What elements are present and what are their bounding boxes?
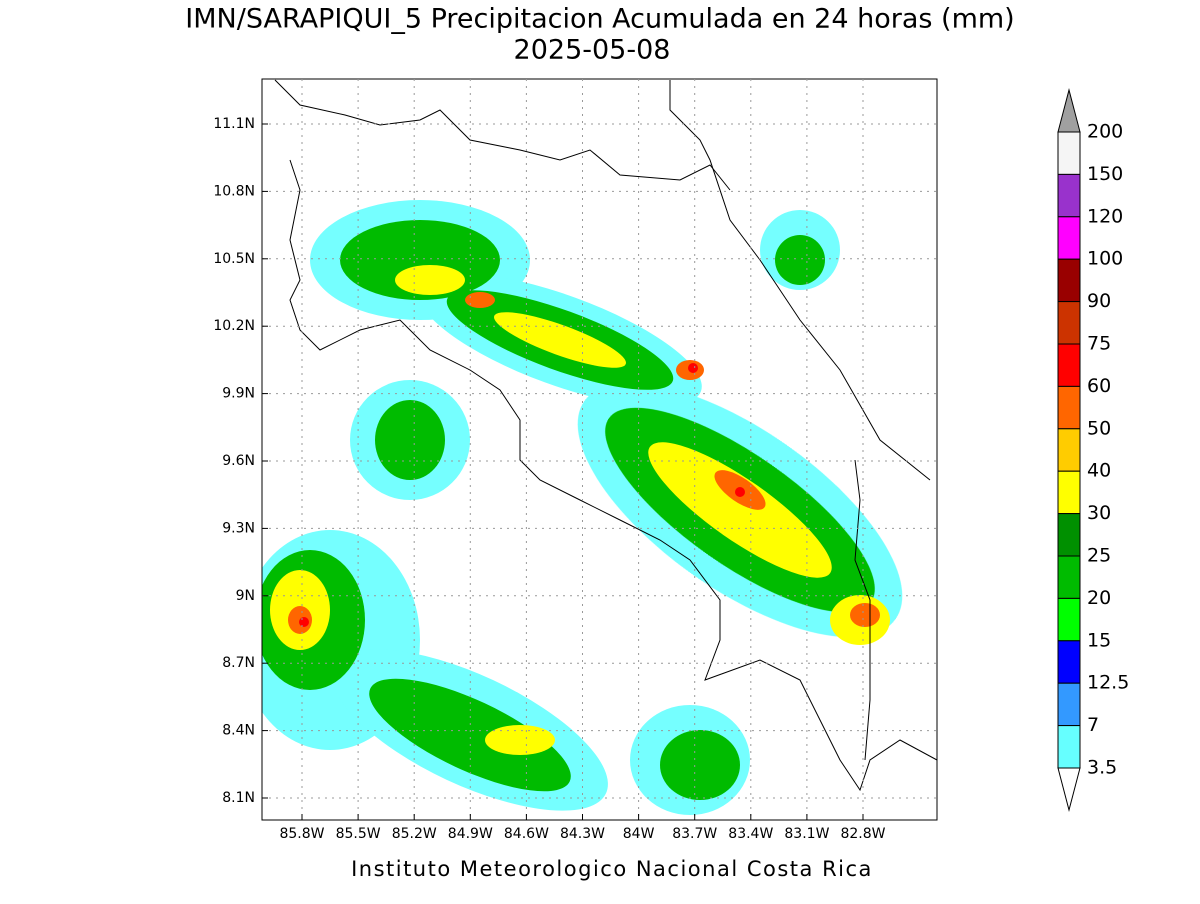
map-frame bbox=[261, 78, 938, 821]
lon-label: 84.3W bbox=[560, 826, 605, 842]
precip-field bbox=[262, 200, 903, 815]
colorbar-swatch bbox=[1057, 385, 1081, 430]
colorbar-label: 3.5 bbox=[1087, 757, 1117, 779]
lat-label: 9N bbox=[236, 588, 255, 604]
colorbar-under bbox=[1057, 767, 1081, 812]
colorbar-label: 100 bbox=[1087, 248, 1123, 270]
colorbar-label: 40 bbox=[1087, 460, 1111, 482]
lon-label: 84W bbox=[623, 826, 655, 842]
lat-label: 10.5N bbox=[213, 251, 255, 267]
colorbar-swatch bbox=[1057, 470, 1081, 515]
colorbar-label: 30 bbox=[1087, 502, 1111, 524]
colorbar-label: 25 bbox=[1087, 545, 1111, 567]
lon-label: 83.1W bbox=[784, 826, 829, 842]
colorbar-swatch bbox=[1057, 258, 1081, 303]
colorbar-label: 200 bbox=[1087, 121, 1123, 143]
colorbar-label: 50 bbox=[1087, 417, 1111, 439]
lon-label: 85.2W bbox=[392, 826, 437, 842]
colorbar-label: 12.5 bbox=[1087, 672, 1129, 694]
colorbar-swatch bbox=[1057, 725, 1081, 769]
colorbar-label: 15 bbox=[1087, 629, 1111, 651]
lon-label: 83.7W bbox=[672, 826, 717, 842]
lon-label: 85.8W bbox=[279, 826, 324, 842]
lat-label: 9.3N bbox=[222, 520, 255, 536]
colorbar-swatch bbox=[1057, 343, 1081, 387]
lon-label: 82.8W bbox=[840, 826, 885, 842]
colorbar-swatch bbox=[1057, 555, 1081, 599]
lat-label: 8.7N bbox=[222, 655, 255, 671]
lon-label: 83.4W bbox=[728, 826, 773, 842]
coastlines bbox=[274, 79, 937, 792]
colorbar-label: 150 bbox=[1087, 163, 1123, 185]
colorbar-label: 75 bbox=[1087, 333, 1111, 355]
lon-label: 84.6W bbox=[504, 826, 549, 842]
colorbar-swatch bbox=[1057, 640, 1081, 684]
lon-label: 85.5W bbox=[336, 826, 381, 842]
colorbar-label: 7 bbox=[1087, 714, 1099, 736]
colorbar-swatch bbox=[1057, 597, 1081, 642]
colorbar-swatch bbox=[1057, 301, 1081, 345]
lat-label: 9.6N bbox=[222, 453, 255, 469]
colorbar-swatch bbox=[1057, 173, 1081, 218]
lat-label: 10.8N bbox=[213, 183, 255, 199]
lat-label: 11.1N bbox=[213, 116, 255, 132]
colorbar-swatch bbox=[1057, 428, 1081, 472]
colorbar-label: 120 bbox=[1087, 205, 1123, 227]
colorbar-swatch bbox=[1057, 513, 1081, 557]
lon-label: 84.9W bbox=[448, 826, 493, 842]
map-date: 2025-05-08 bbox=[514, 35, 671, 66]
lat-label: 9.9N bbox=[222, 386, 255, 402]
colorbar-swatch bbox=[1057, 131, 1081, 175]
colorbar-over bbox=[1057, 88, 1081, 133]
lat-label: 10.2N bbox=[213, 318, 255, 334]
lat-label: 8.1N bbox=[222, 790, 255, 806]
colorbar-swatch bbox=[1057, 682, 1081, 727]
lat-label: 8.4N bbox=[222, 723, 255, 739]
map-title: IMN/SARAPIQUI_5 Precipitacion Acumulada … bbox=[185, 4, 1014, 35]
colorbar-label: 20 bbox=[1087, 587, 1111, 609]
colorbar-swatch bbox=[1057, 216, 1081, 260]
colorbar-label: 90 bbox=[1087, 290, 1111, 312]
map-footer: Instituto Meteorologico Nacional Costa R… bbox=[351, 857, 873, 881]
colorbar-label: 60 bbox=[1087, 375, 1111, 397]
